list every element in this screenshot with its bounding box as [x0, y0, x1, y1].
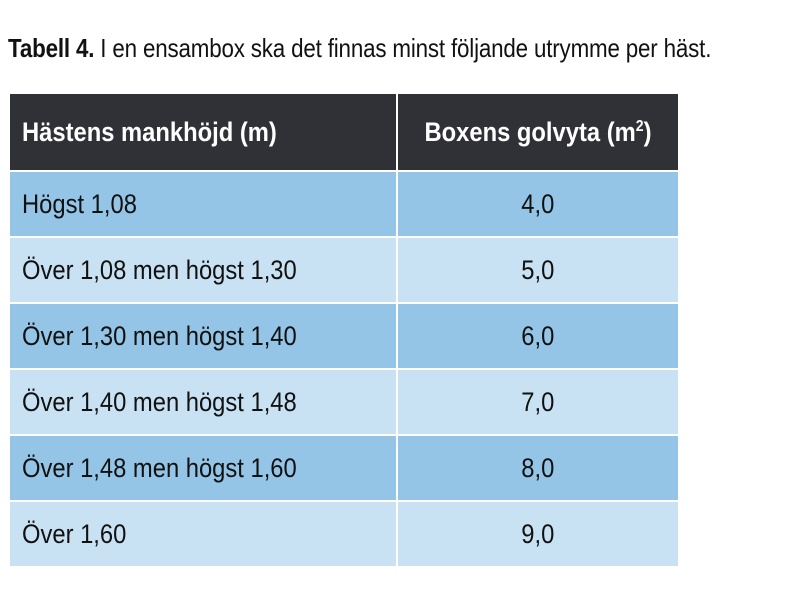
table-row: Över 1,08 men högst 1,30 5,0 — [8, 236, 680, 304]
area-cell-text: 7,0 — [521, 386, 555, 417]
header-floor-area: Boxens golvyta (m2) — [396, 92, 680, 172]
area-cell: 6,0 — [396, 302, 680, 370]
height-cell-text: Högst 1,08 — [22, 188, 137, 219]
height-cell: Över 1,08 men högst 1,30 — [8, 236, 398, 304]
area-cell-text: 9,0 — [521, 518, 555, 549]
height-cell: Över 1,40 men högst 1,48 — [8, 368, 398, 436]
height-cell-text: Över 1,30 men högst 1,40 — [22, 320, 297, 351]
table-caption: Tabell 4. I en ensambox ska det finnas m… — [8, 28, 711, 68]
height-cell-text: Över 1,08 men högst 1,30 — [22, 254, 297, 285]
area-cell-text: 4,0 — [521, 188, 555, 219]
table-row: Högst 1,08 4,0 — [8, 170, 680, 238]
area-cell-text: 5,0 — [521, 254, 555, 285]
header-withers-height: Hästens mankhöjd (m) — [8, 92, 398, 172]
header-withers-height-label: Hästens mankhöjd (m) — [22, 116, 277, 147]
data-table-container: Hästens mankhöjd (m) Boxens golvyta (m2)… — [8, 92, 680, 568]
caption-text: I en ensambox ska det finnas minst följa… — [94, 33, 712, 63]
height-cell: Över 1,30 men högst 1,40 — [8, 302, 398, 370]
height-cell-text: Över 1,60 — [22, 518, 127, 549]
header-floor-area-suffix: ) — [643, 116, 652, 147]
area-cell: 8,0 — [396, 434, 680, 502]
area-cell-text: 8,0 — [521, 452, 555, 483]
height-cell-text: Över 1,40 men högst 1,48 — [22, 386, 297, 417]
table-row: Över 1,30 men högst 1,40 6,0 — [8, 302, 680, 370]
height-cell-text: Över 1,48 men högst 1,60 — [22, 452, 297, 483]
horse-box-table: Hästens mankhöjd (m) Boxens golvyta (m2)… — [8, 92, 680, 568]
area-cell-text: 6,0 — [521, 320, 555, 351]
table-row: Över 1,40 men högst 1,48 7,0 — [8, 368, 680, 436]
header-row: Hästens mankhöjd (m) Boxens golvyta (m2) — [8, 92, 680, 172]
area-cell: 9,0 — [396, 500, 680, 568]
area-cell: 7,0 — [396, 368, 680, 436]
area-cell: 5,0 — [396, 236, 680, 304]
table-row: Över 1,60 9,0 — [8, 500, 680, 568]
caption-label: Tabell 4. — [8, 33, 95, 63]
table-row: Över 1,48 men högst 1,60 8,0 — [8, 434, 680, 502]
area-cell: 4,0 — [396, 170, 680, 238]
header-floor-area-prefix: Boxens golvyta (m — [424, 116, 636, 147]
header-floor-area-superscript: 2 — [635, 117, 644, 135]
height-cell: Högst 1,08 — [8, 170, 398, 238]
header-floor-area-label: Boxens golvyta (m2) — [424, 117, 651, 148]
height-cell: Över 1,60 — [8, 500, 398, 568]
height-cell: Över 1,48 men högst 1,60 — [8, 434, 398, 502]
